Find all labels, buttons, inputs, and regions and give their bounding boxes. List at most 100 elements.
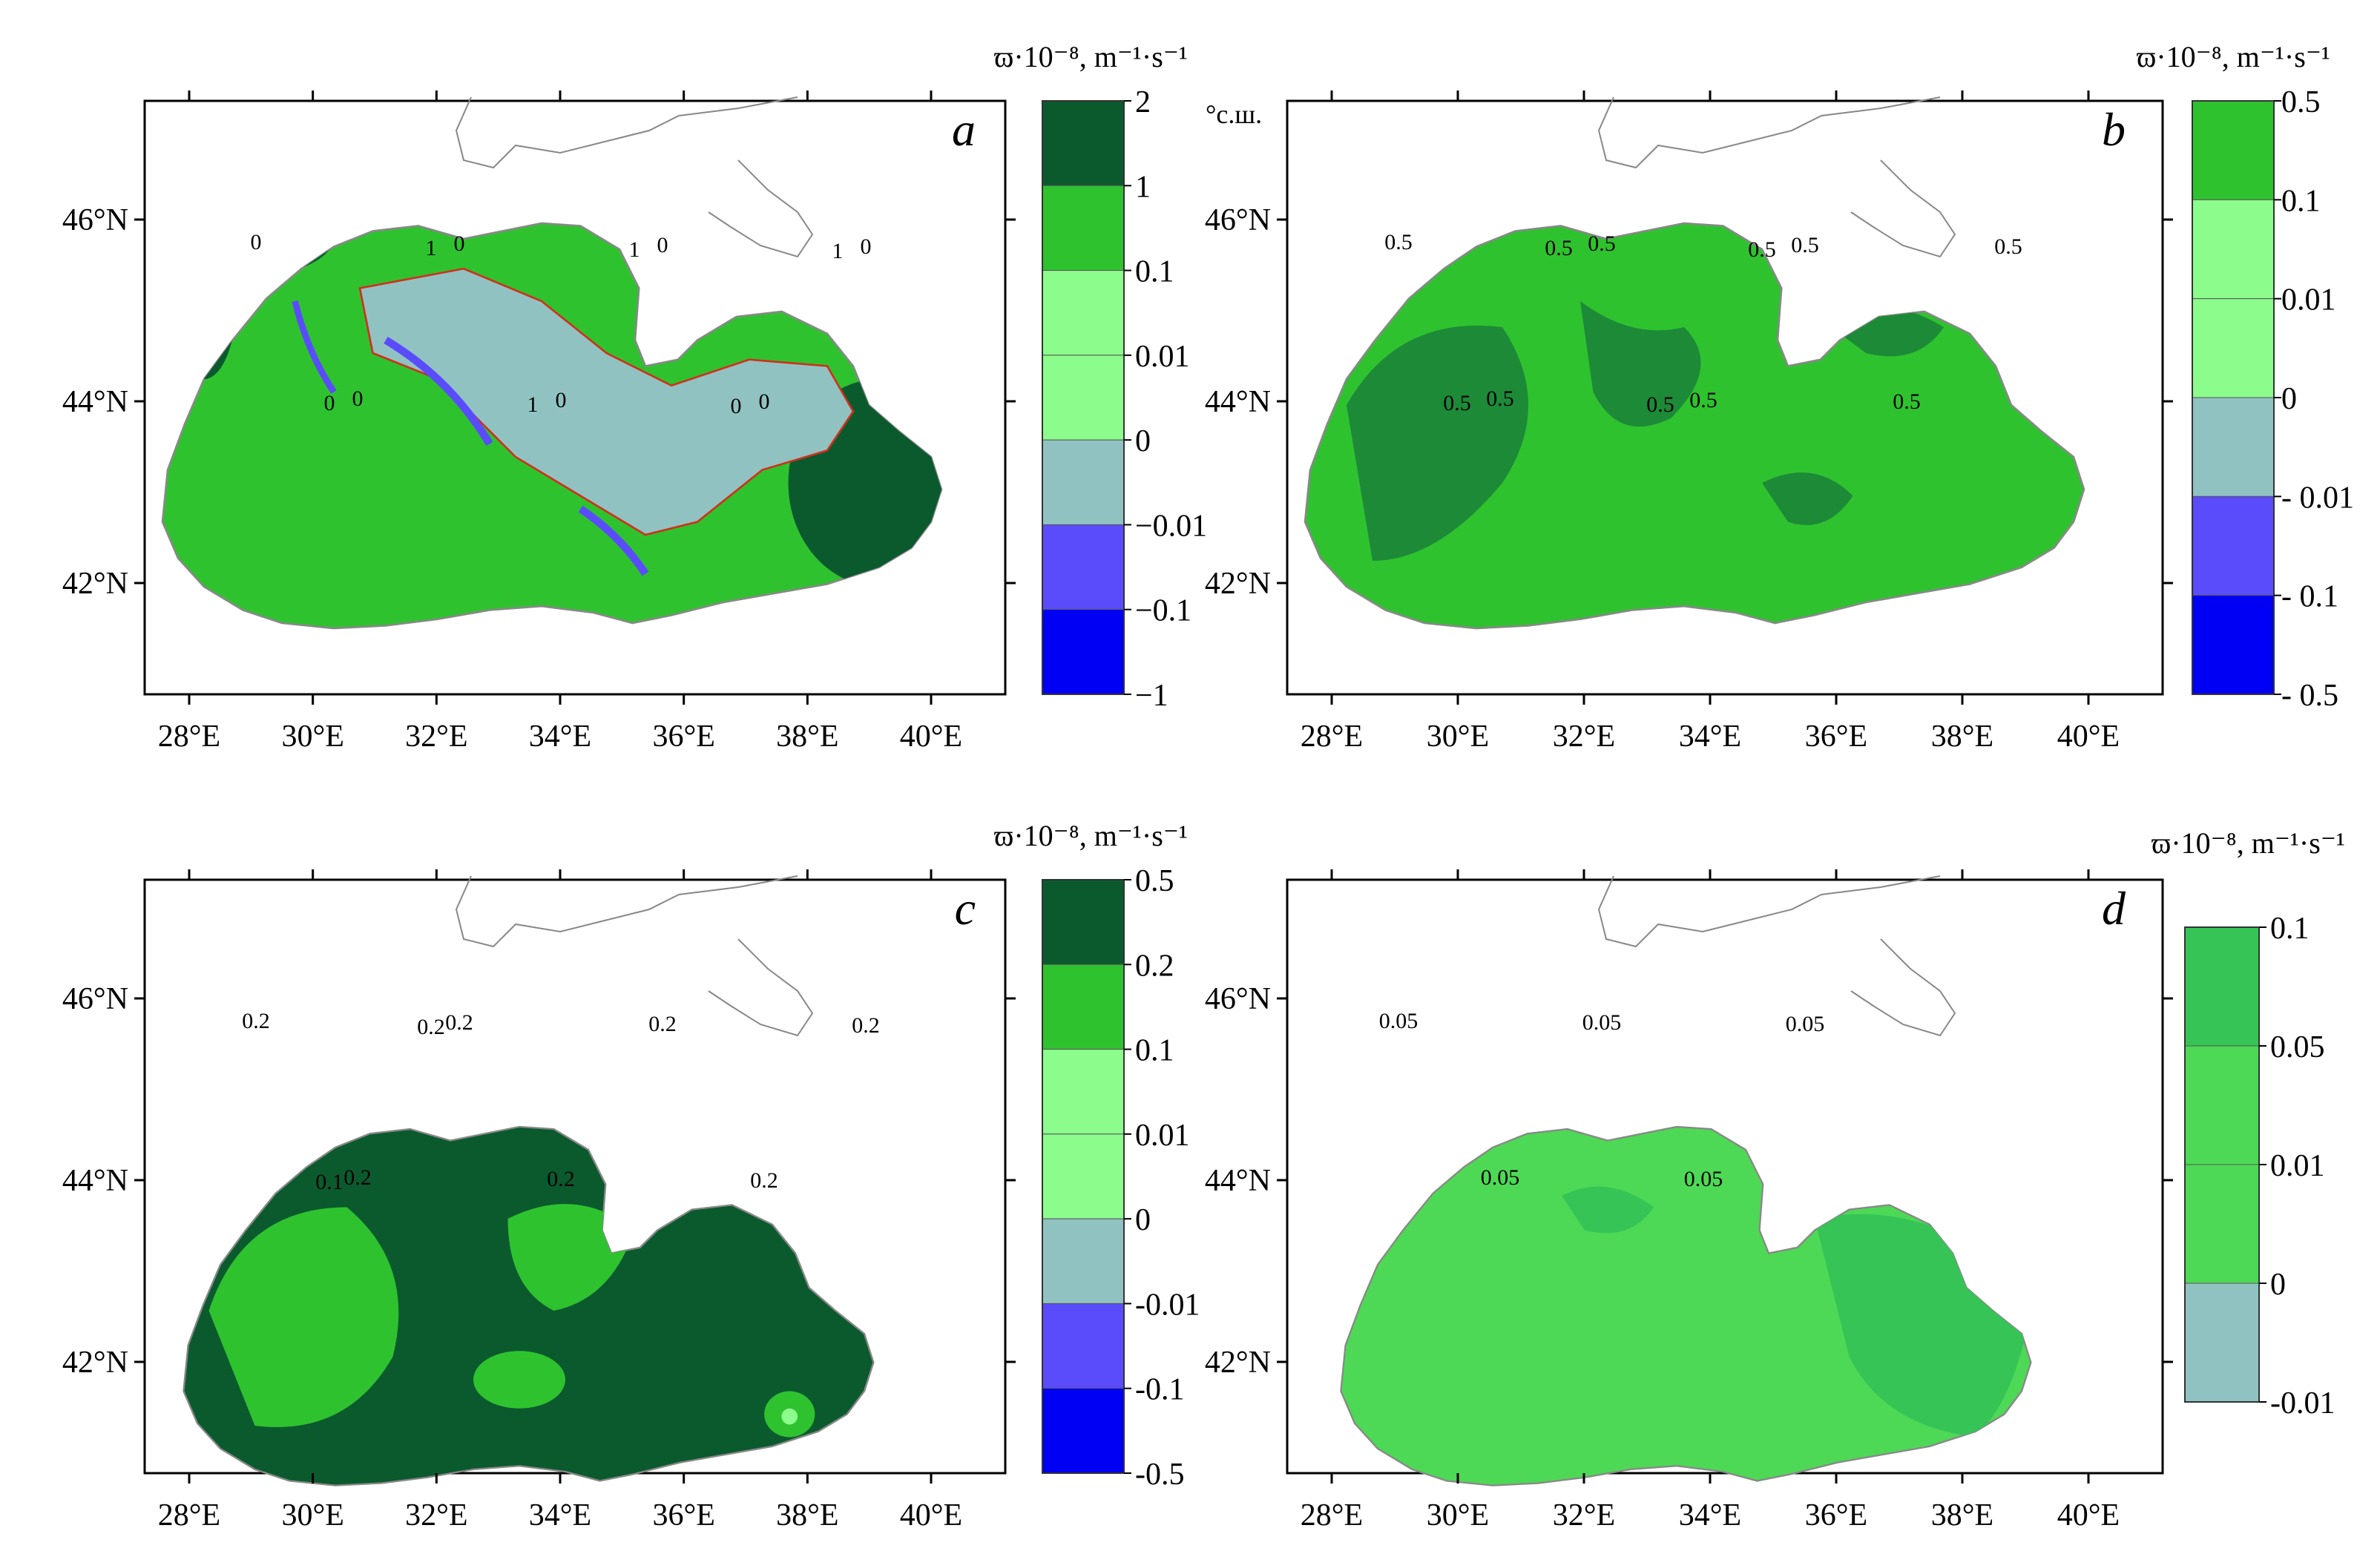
contour-label: 0.2 [648,1012,677,1036]
lat-label: 46°N [62,203,128,237]
colorbar-tick-label: -0.01 [1135,1288,1200,1322]
map-panel-c: c [143,875,1007,1486]
colorbar-tick-label: 0.2 [1135,949,1174,983]
lon-label: 36°E [1805,720,1867,754]
lat-label: 46°N [1205,982,1271,1016]
colorbar-segment [1042,609,1125,695]
lon-label: 36°E [1805,1498,1867,1532]
lon-label: 38°E [1931,720,1993,754]
map-panel-b: b °с.ш. [1206,96,2164,696]
colorbar-tick-label: 0.01 [1135,1119,1190,1153]
lon-label: 38°E [776,1498,838,1532]
colorbar-frame [1042,100,1125,695]
lat-label: 42°N [62,1346,128,1380]
contour-label: 0.5 [1588,231,1616,256]
colorbar-tick-label: 0.5 [1135,864,1174,898]
contour-label: 1 [527,392,539,417]
lon-label: 30°E [281,1498,343,1532]
contour-label: 0.2 [750,1168,778,1193]
contour-label: 0.05 [1684,1167,1723,1191]
panel-letter: d [2102,882,2126,935]
contour-label: 0 [454,231,465,256]
contour-label: 0 [251,230,262,254]
colorbar-tick-label: 0 [1135,1203,1151,1237]
colorbar-segment [1042,524,1125,610]
contour-label: 0 [657,233,668,257]
colorbar-tick-label: −0.1 [1135,594,1191,628]
colorbar-segment [1042,1303,1125,1389]
colorbar-tick-label: 0 [2281,382,2297,416]
contour-label: 1 [629,237,640,262]
colorbar-segment [2184,926,2260,1047]
contour-label: 0.2 [445,1010,473,1035]
contour-label: 0.2 [242,1009,270,1033]
colorbar-tick-label: 0.05 [2270,1030,2325,1064]
colorbar-segment [1042,270,1125,356]
land-coastline [455,875,814,1037]
colorbar-segment [2184,1045,2260,1165]
lon-label: 34°E [1679,720,1741,754]
colorbar-segment [1042,185,1125,271]
lat-label: 44°N [1205,385,1271,419]
contour-label: 0.1 [315,1170,343,1194]
lon-label: 28°E [158,720,220,754]
sea-field [183,1125,875,1486]
colorbar-segment [1042,879,1125,965]
colorbar-segment [1042,1388,1125,1474]
lon-label: 34°E [529,720,591,754]
lon-label: 32°E [405,720,467,754]
contour-label: 0.5 [1893,389,1921,414]
lon-label: 40°E [2057,1498,2120,1532]
panel-letter: c [955,882,976,935]
colorbar-tick-label: 0 [2270,1268,2286,1302]
contour-label: 0 [324,391,335,415]
lon-label: 38°E [1931,1498,1993,1532]
lon-label: 32°E [1553,1498,1615,1532]
colorbar-tick-label: −0.01 [1135,509,1207,543]
colorbar-segment [1042,100,1125,186]
contour-label: 1 [832,239,844,263]
contour-label: 0.05 [1582,1010,1622,1035]
lon-label: 28°E [1301,1498,1363,1532]
lon-label: 34°E [1679,1498,1741,1532]
contour-label: 0 [352,386,364,411]
colorbar-tick-label: 2 [1135,85,1151,119]
colorbar-segment [1042,439,1125,525]
lat-label: 42°N [1205,1346,1271,1380]
lon-label: 30°E [1427,1498,1489,1532]
lat-label: 44°N [1205,1164,1271,1198]
colorbar-tick-label: - 0.01 [2281,481,2354,515]
contour-label: 0.05 [1786,1012,1825,1036]
colorbar-tick-label: 0.1 [1135,255,1174,289]
contour-label: 0.5 [1384,230,1413,254]
colorbar-segment [1042,1049,1125,1135]
sea-field [1304,222,2085,630]
contour-label: 0.2 [417,1015,445,1039]
colorbar-title: ϖ·10⁻⁸, m⁻¹·s⁻¹ [994,40,1188,73]
colorbar-tick-label: -0.01 [2270,1386,2335,1420]
colorbar-tick-label: 0.1 [2270,912,2310,946]
lon-label: 36°E [652,720,714,754]
colorbar-tick-label: - 0.5 [2281,679,2338,713]
colorbar-tick-label: -0.1 [1135,1373,1185,1407]
colorbar-segment [2184,1283,2260,1403]
panel-letter: a [952,103,976,156]
colorbar-segment [1042,1218,1125,1304]
lat-label: 46°N [1205,203,1271,237]
colorbar-segment [2192,298,2275,398]
colorbar-segment [2192,595,2275,695]
colorbar-segment [1042,1133,1125,1219]
colorbar-segment [2184,1164,2260,1284]
contour-label: 0.5 [1545,236,1573,260]
contour-label: 0.5 [1748,237,1776,262]
lat-label: 46°N [62,982,128,1016]
colorbar-segment [2192,199,2275,300]
colorbar-tick-label: 1 [1135,170,1151,204]
colorbar-tick-label: 0.1 [2281,184,2321,218]
contour-label: 0.5 [1791,233,1819,257]
lon-label: 30°E [281,720,343,754]
lat-label: 42°N [62,567,128,601]
land-coastline [1597,96,1956,258]
land-coastline [1597,875,1956,1037]
colorbar-tick-label: 0.01 [2270,1149,2325,1183]
